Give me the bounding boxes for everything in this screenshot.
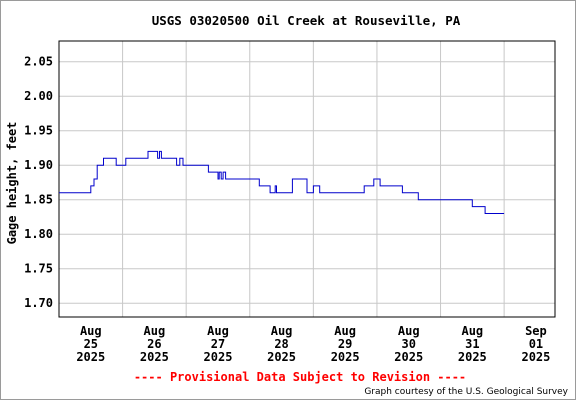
x-tick-label-line: Aug — [334, 324, 356, 338]
y-tick-label: 1.75 — [24, 262, 53, 276]
y-tick-label: 2.00 — [24, 89, 53, 103]
x-tick-label-line: 2025 — [394, 350, 423, 364]
x-tick-label-line: 2025 — [140, 350, 169, 364]
credit-text: Graph courtesy of the U.S. Geological Su… — [364, 387, 568, 397]
provisional-notice: ---- Provisional Data Subject to Revisio… — [134, 370, 466, 384]
chart-title: USGS 03020500 Oil Creek at Rouseville, P… — [152, 13, 461, 28]
x-tick-label-line: 2025 — [521, 350, 550, 364]
x-tick-label: Sep 01 2025 — [521, 324, 550, 364]
x-tick-label: Aug 31 2025 — [458, 324, 487, 364]
x-tick-label: Aug 28 2025 — [267, 324, 296, 364]
x-tick-label-line: 2025 — [331, 350, 360, 364]
y-axis-label: Gage height, feet — [5, 122, 19, 245]
x-tick-label-line: Sep — [525, 324, 547, 338]
y-tick-label: 1.90 — [24, 158, 53, 172]
x-tick-label: Aug 27 2025 — [204, 324, 233, 364]
x-tick-label-line: 25 — [84, 337, 98, 351]
x-tick-label-line: 29 — [338, 337, 352, 351]
y-tick-label: 1.70 — [24, 296, 53, 310]
y-axis-ticks: 1.70 1.75 1.80 1.85 1.90 1.95 2.00 2.05 — [24, 55, 53, 311]
x-tick-label-line: 30 — [402, 337, 416, 351]
series-line-gage-height — [59, 150, 505, 214]
x-tick-label-line: Aug — [398, 324, 420, 338]
x-tick-label-line: 31 — [465, 337, 479, 351]
y-tick-label: 2.05 — [24, 55, 53, 69]
x-tick-label-line: 26 — [147, 337, 161, 351]
y-tick-label: 1.95 — [24, 124, 53, 138]
x-tick-label-line: Aug — [144, 324, 166, 338]
x-tick-label: Aug 29 2025 — [331, 324, 360, 364]
x-tick-label-line: Aug — [461, 324, 483, 338]
x-tick-label-line: Aug — [80, 324, 102, 338]
x-tick-label-line: Aug — [207, 324, 229, 338]
x-tick-label-line: Aug — [271, 324, 293, 338]
x-tick-label-line: 2025 — [204, 350, 233, 364]
x-tick-label: Aug 30 2025 — [394, 324, 423, 364]
x-tick-label-line: 28 — [274, 337, 288, 351]
y-tick-label: 1.80 — [24, 227, 53, 241]
x-tick-label-line: 2025 — [76, 350, 105, 364]
x-tick-label-line: 2025 — [458, 350, 487, 364]
y-tick-label: 1.85 — [24, 193, 53, 207]
x-tick-label-line: 27 — [211, 337, 225, 351]
x-tick-label-line: 01 — [529, 337, 543, 351]
x-tick-label-line: 2025 — [267, 350, 296, 364]
x-tick-label: Aug 25 2025 — [76, 324, 105, 364]
x-tick-label: Aug 26 2025 — [140, 324, 169, 364]
plot-area — [58, 40, 556, 318]
